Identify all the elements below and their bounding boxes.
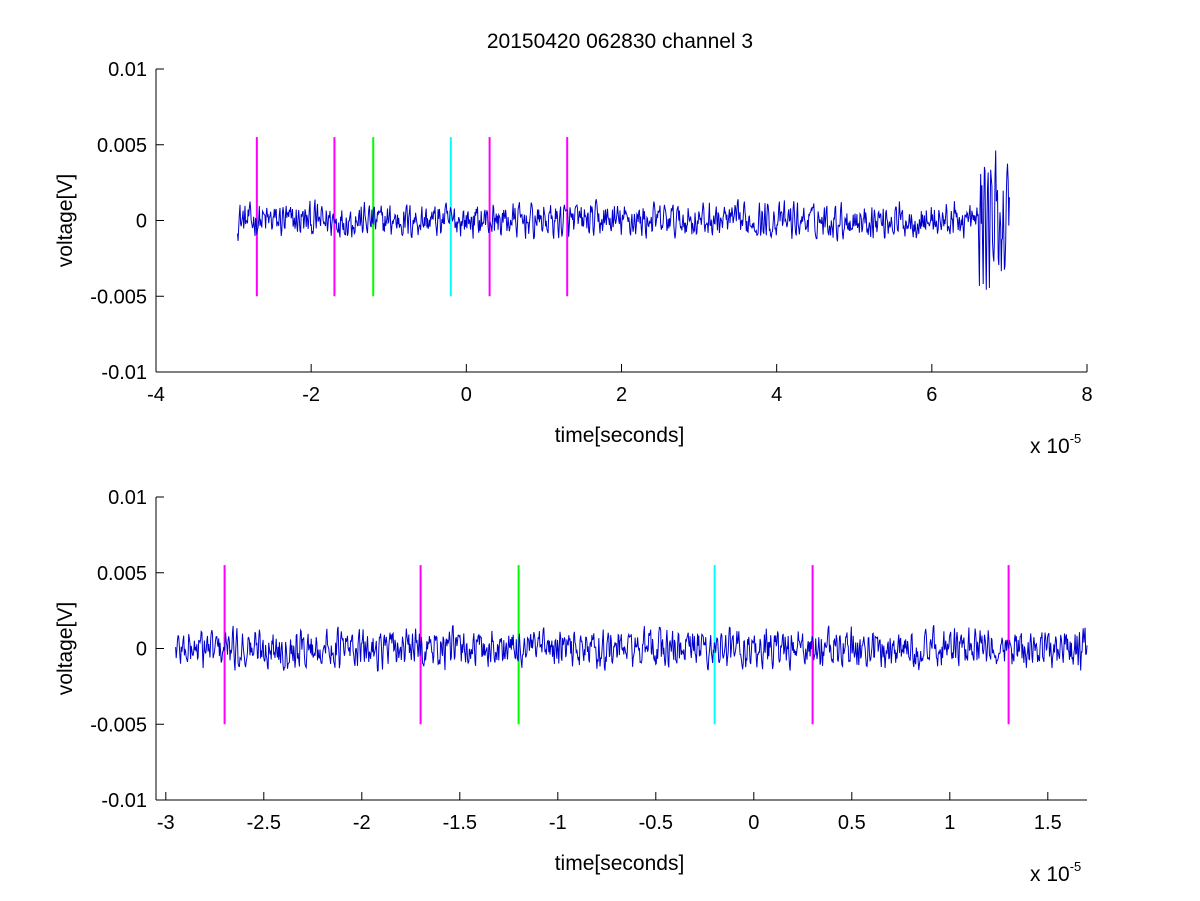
bottom-x-tick-label: 0.5 [838, 812, 866, 834]
top-x-tick-label: 4 [771, 384, 782, 406]
bottom-y-axis-label: voltage[V] [54, 602, 77, 695]
bottom-x-tick-label: -3 [157, 812, 175, 834]
top-y-ticks: 0.01 0.005 0 -0.005 -0.01 [90, 59, 164, 384]
top-y-tick-label: 0 [136, 211, 147, 233]
bottom-x-ticks: -3 -2.5 -2 -1.5 -1 -0.5 0 0.5 1 1.5 [157, 792, 1062, 834]
bottom-x-exponent-power: -5 [1070, 859, 1082, 874]
bottom-x-tick-label: 0 [748, 812, 759, 834]
bottom-x-tick-label: 1.5 [1034, 812, 1062, 834]
bottom-x-axis-label: time[seconds] [555, 852, 685, 875]
figure-title: 20150420 062830 channel 3 [487, 30, 753, 53]
top-y-tick-label: -0.005 [90, 286, 147, 308]
top-y-tick-label: 0.01 [108, 59, 147, 81]
bottom-x-exponent-base: x 10 [1030, 863, 1070, 886]
bottom-plot-panel: -3 -2.5 -2 -1.5 -1 -0.5 0 0.5 1 1.5 0.01 0.005 0 -0.… [54, 487, 1088, 886]
bottom-y-tick-label: 0.005 [97, 563, 147, 585]
top-x-tick-label: -2 [302, 384, 320, 406]
bottom-x-tick-label: -2.5 [247, 812, 281, 834]
bottom-x-tick-label: -0.5 [639, 812, 673, 834]
top-x-exponent-base: x 10 [1030, 435, 1070, 458]
top-y-tick-label: 0.005 [97, 135, 147, 157]
top-voltage-trace [237, 150, 1010, 290]
top-x-exponent: x 10-5 [1030, 431, 1081, 458]
top-x-tick-label: 2 [616, 384, 627, 406]
bottom-x-tick-label: -2 [353, 812, 371, 834]
top-x-tick-label: 8 [1081, 384, 1092, 406]
bottom-x-tick-label: -1 [549, 812, 567, 834]
top-y-tick-label: -0.01 [101, 362, 147, 384]
top-plot-panel: -4 -2 0 2 4 6 8 0.01 0.005 0 -0.005 -0.01 time[sec… [54, 59, 1093, 458]
top-x-tick-label: -4 [147, 384, 165, 406]
bottom-voltage-trace [175, 625, 1088, 672]
top-x-tick-label: 0 [461, 384, 472, 406]
bottom-y-tick-label: -0.01 [101, 790, 147, 812]
bottom-y-tick-label: 0.01 [108, 487, 147, 509]
bottom-x-exponent: x 10-5 [1030, 859, 1081, 886]
bottom-x-tick-label: -1.5 [443, 812, 477, 834]
top-y-axis-label: voltage[V] [54, 174, 77, 267]
bottom-x-tick-label: 1 [944, 812, 955, 834]
top-x-ticks: -4 -2 0 2 4 6 8 [147, 364, 1093, 406]
bottom-y-tick-label: 0 [136, 639, 147, 661]
top-x-axis-label: time[seconds] [555, 424, 685, 447]
top-x-exponent-power: -5 [1070, 431, 1082, 446]
bottom-y-tick-label: -0.005 [90, 714, 147, 736]
top-x-tick-label: 6 [926, 384, 937, 406]
bottom-y-ticks: 0.01 0.005 0 -0.005 -0.01 [90, 487, 164, 812]
